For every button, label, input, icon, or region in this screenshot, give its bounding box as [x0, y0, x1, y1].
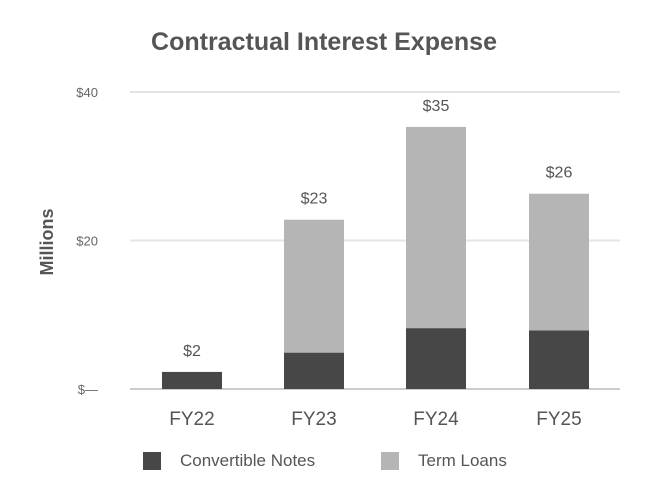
- bar-convertible-notes-fy25: [529, 330, 589, 389]
- y-tick-label: $20: [76, 234, 98, 249]
- bar-convertible-notes-fy22: [162, 371, 222, 389]
- x-tick-label-fy24: FY24: [413, 409, 459, 430]
- bar-term-loans-fy23: [284, 219, 344, 353]
- x-tick-label-fy25: FY25: [536, 409, 581, 430]
- y-tick-label: $—: [78, 382, 98, 397]
- labels-layer: $2 FY22 $23 FY23 $35 FY24 $26 FY25: [169, 98, 581, 430]
- legend-swatch-term-loans: [381, 452, 399, 470]
- data-label-total-fy24: $35: [423, 98, 450, 115]
- bars-layer: [162, 126, 589, 389]
- x-tick-label-fy22: FY22: [169, 409, 214, 430]
- data-label-total-fy22: $2: [183, 343, 201, 360]
- legend: Convertible Notes Term Loans: [143, 451, 507, 470]
- bar-convertible-notes-fy24: [406, 328, 466, 389]
- legend-label-convertible-notes: Convertible Notes: [180, 451, 315, 470]
- bar-convertible-notes-fy23: [284, 352, 344, 389]
- bar-term-loans-fy25: [529, 193, 589, 331]
- legend-swatch-convertible-notes: [143, 452, 161, 470]
- bar-term-loans-fy24: [406, 126, 466, 329]
- chart-title: Contractual Interest Expense: [151, 28, 497, 56]
- y-tick-label: $40: [76, 85, 98, 100]
- y-axis-label: Millions: [37, 209, 57, 276]
- data-label-total-fy23: $23: [301, 191, 328, 208]
- data-label-total-fy25: $26: [546, 165, 573, 182]
- x-tick-label-fy23: FY23: [291, 409, 336, 430]
- legend-label-term-loans: Term Loans: [418, 451, 507, 470]
